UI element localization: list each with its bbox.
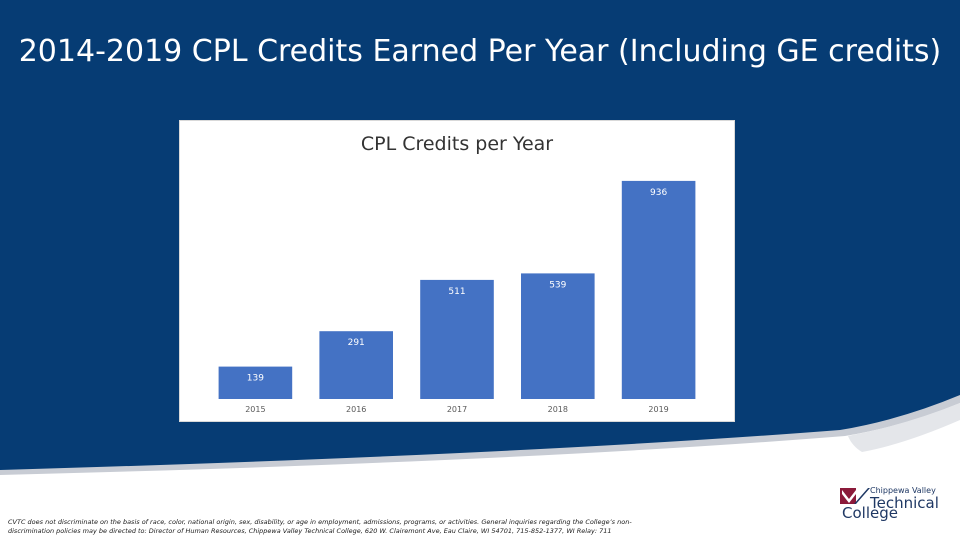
data-label-2017: 511 <box>448 287 465 297</box>
chart-panel: CPL Credits per Year 139 2015 291 2016 511 20… <box>179 120 735 422</box>
x-tick-label-2016: 2016 <box>346 405 366 414</box>
bar-2018 <box>521 273 595 399</box>
page-curl-fold <box>848 403 960 452</box>
logo-mark-slash <box>854 488 870 504</box>
data-label-2016: 291 <box>348 338 365 348</box>
x-tick-label-2017: 2017 <box>447 405 467 414</box>
page-curl <box>0 403 960 540</box>
non-discrimination-footer: CVTC does not discriminate on the basis … <box>8 518 632 535</box>
bar-2017 <box>420 279 494 399</box>
bar-2016 <box>319 331 393 399</box>
x-tick-label-2015: 2015 <box>245 405 265 414</box>
x-tick-label-2019: 2019 <box>648 405 668 414</box>
data-label-2019: 936 <box>650 188 667 198</box>
data-label-2018: 539 <box>549 280 566 290</box>
logo-mark-chevron <box>842 490 856 503</box>
logo-mark-block <box>840 488 856 504</box>
logo-line-technical: Technical <box>870 494 939 512</box>
bar-chart: 139 2015 291 2016 511 2017 539 2018 936 2019 <box>218 180 696 414</box>
bar-2019 <box>621 180 696 399</box>
logo-line-chippewa-valley: Chippewa Valley <box>870 486 936 495</box>
x-tick-label-2018: 2018 <box>548 405 568 414</box>
slide-title: 2014-2019 CPL Credits Earned Per Year (I… <box>18 34 942 69</box>
data-label-2015: 139 <box>247 374 264 384</box>
logo-mark-icon <box>840 488 870 504</box>
bar-2015 <box>218 366 293 399</box>
chart-title: CPL Credits per Year <box>360 133 554 155</box>
college-logo: Chippewa Valley Technical College <box>838 486 948 522</box>
logo-line-college: College <box>842 504 898 522</box>
